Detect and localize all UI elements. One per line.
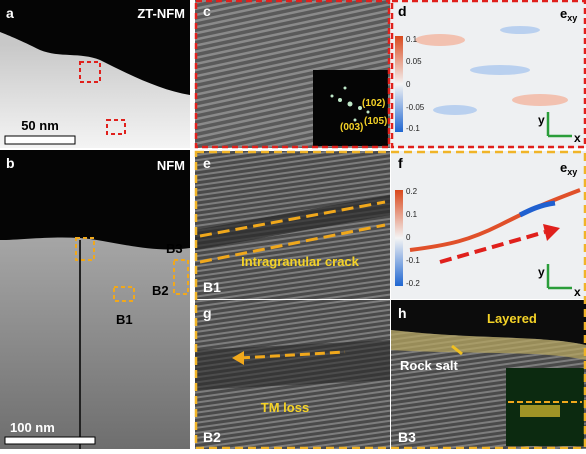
panel-letter: b (6, 155, 15, 171)
colorbar-tick: 0 (406, 233, 411, 242)
arrow (239, 350, 346, 360)
region-box (79, 61, 101, 83)
arrowhead (232, 351, 244, 365)
colorbar-tick: 0.2 (406, 187, 418, 196)
region-label: B1 (203, 279, 221, 295)
axes-arrow (546, 112, 572, 138)
crack-edge (199, 223, 386, 264)
fft-label: (105) (364, 116, 387, 127)
panel-letter: d (398, 3, 407, 19)
region-box (106, 119, 126, 135)
panel-f (391, 151, 586, 299)
panel-letter: f (398, 155, 403, 171)
arrowhead (543, 224, 560, 241)
region-box (113, 286, 135, 302)
colorbar (395, 36, 403, 132)
fft-label: (003) (340, 122, 363, 133)
annotation: TM loss (261, 400, 309, 415)
colorbar-tick: -0.1 (406, 124, 420, 133)
panel-letter: h (398, 305, 407, 321)
colorbar (395, 190, 403, 286)
region-box (173, 259, 189, 295)
region-label: B2 (203, 429, 221, 445)
panel-border (194, 150, 586, 450)
region-box (75, 237, 95, 261)
vacuum (0, 0, 190, 95)
region-label: B1 (116, 312, 133, 327)
panel-letter: c (203, 3, 211, 19)
scale-bar (4, 135, 76, 145)
colorbar-ticks: 0.2 0.1 0 -0.1 -0.2 (406, 187, 420, 288)
strain-label: exy (560, 160, 577, 177)
panel-border (390, 0, 586, 149)
axis-label: y (538, 265, 545, 279)
colorbar-ticks: 0.1 0.05 0 -0.05 -0.1 (406, 35, 425, 133)
colorbar-tick: 0.1 (406, 210, 418, 219)
colorbar-tick: 0.1 (406, 35, 418, 44)
fft-spots (330, 86, 370, 122)
fft-inset (313, 70, 388, 146)
axes-arrow (546, 264, 572, 290)
axis-label: x (574, 131, 581, 145)
atoms (520, 405, 560, 417)
arrow (439, 230, 546, 264)
axis-label: y (538, 113, 545, 127)
crack-line (79, 240, 81, 449)
arrow (451, 344, 463, 356)
region-label: B2 (152, 283, 169, 298)
region-label: B3 (166, 241, 183, 256)
scale-label: 50 nm (21, 118, 59, 133)
colorbar-tick: -0.1 (406, 256, 420, 265)
panel-letter: g (203, 305, 212, 321)
panel-letter: e (203, 155, 211, 171)
surface-layer (391, 330, 586, 360)
vacuum (0, 150, 190, 250)
sample-label: ZT-NFM (137, 6, 185, 21)
strain-label: exy (560, 6, 577, 23)
crack-edge (199, 200, 386, 238)
region-label: B3 (398, 429, 416, 445)
strain-map (415, 26, 568, 115)
panel-border (194, 0, 391, 149)
annotation: Intragranular crack (241, 254, 360, 269)
annotation: Rock salt (400, 358, 458, 373)
sample-label: NFM (157, 158, 185, 173)
colorbar-tick: -0.2 (406, 279, 420, 288)
scale-label: 100 nm (10, 420, 55, 435)
colorbar-tick: 0 (406, 80, 411, 89)
fft-label: (102) (362, 98, 385, 109)
axis-label: x (574, 285, 581, 299)
panel-letter: a (6, 5, 14, 21)
colorbar-tick: 0.05 (406, 57, 422, 66)
scale-bar (4, 436, 96, 445)
vacuum (391, 300, 586, 345)
crack (195, 195, 390, 250)
colorbar-tick: -0.05 (406, 103, 425, 112)
strain-band (518, 200, 556, 218)
annotation: Layered (487, 311, 537, 326)
